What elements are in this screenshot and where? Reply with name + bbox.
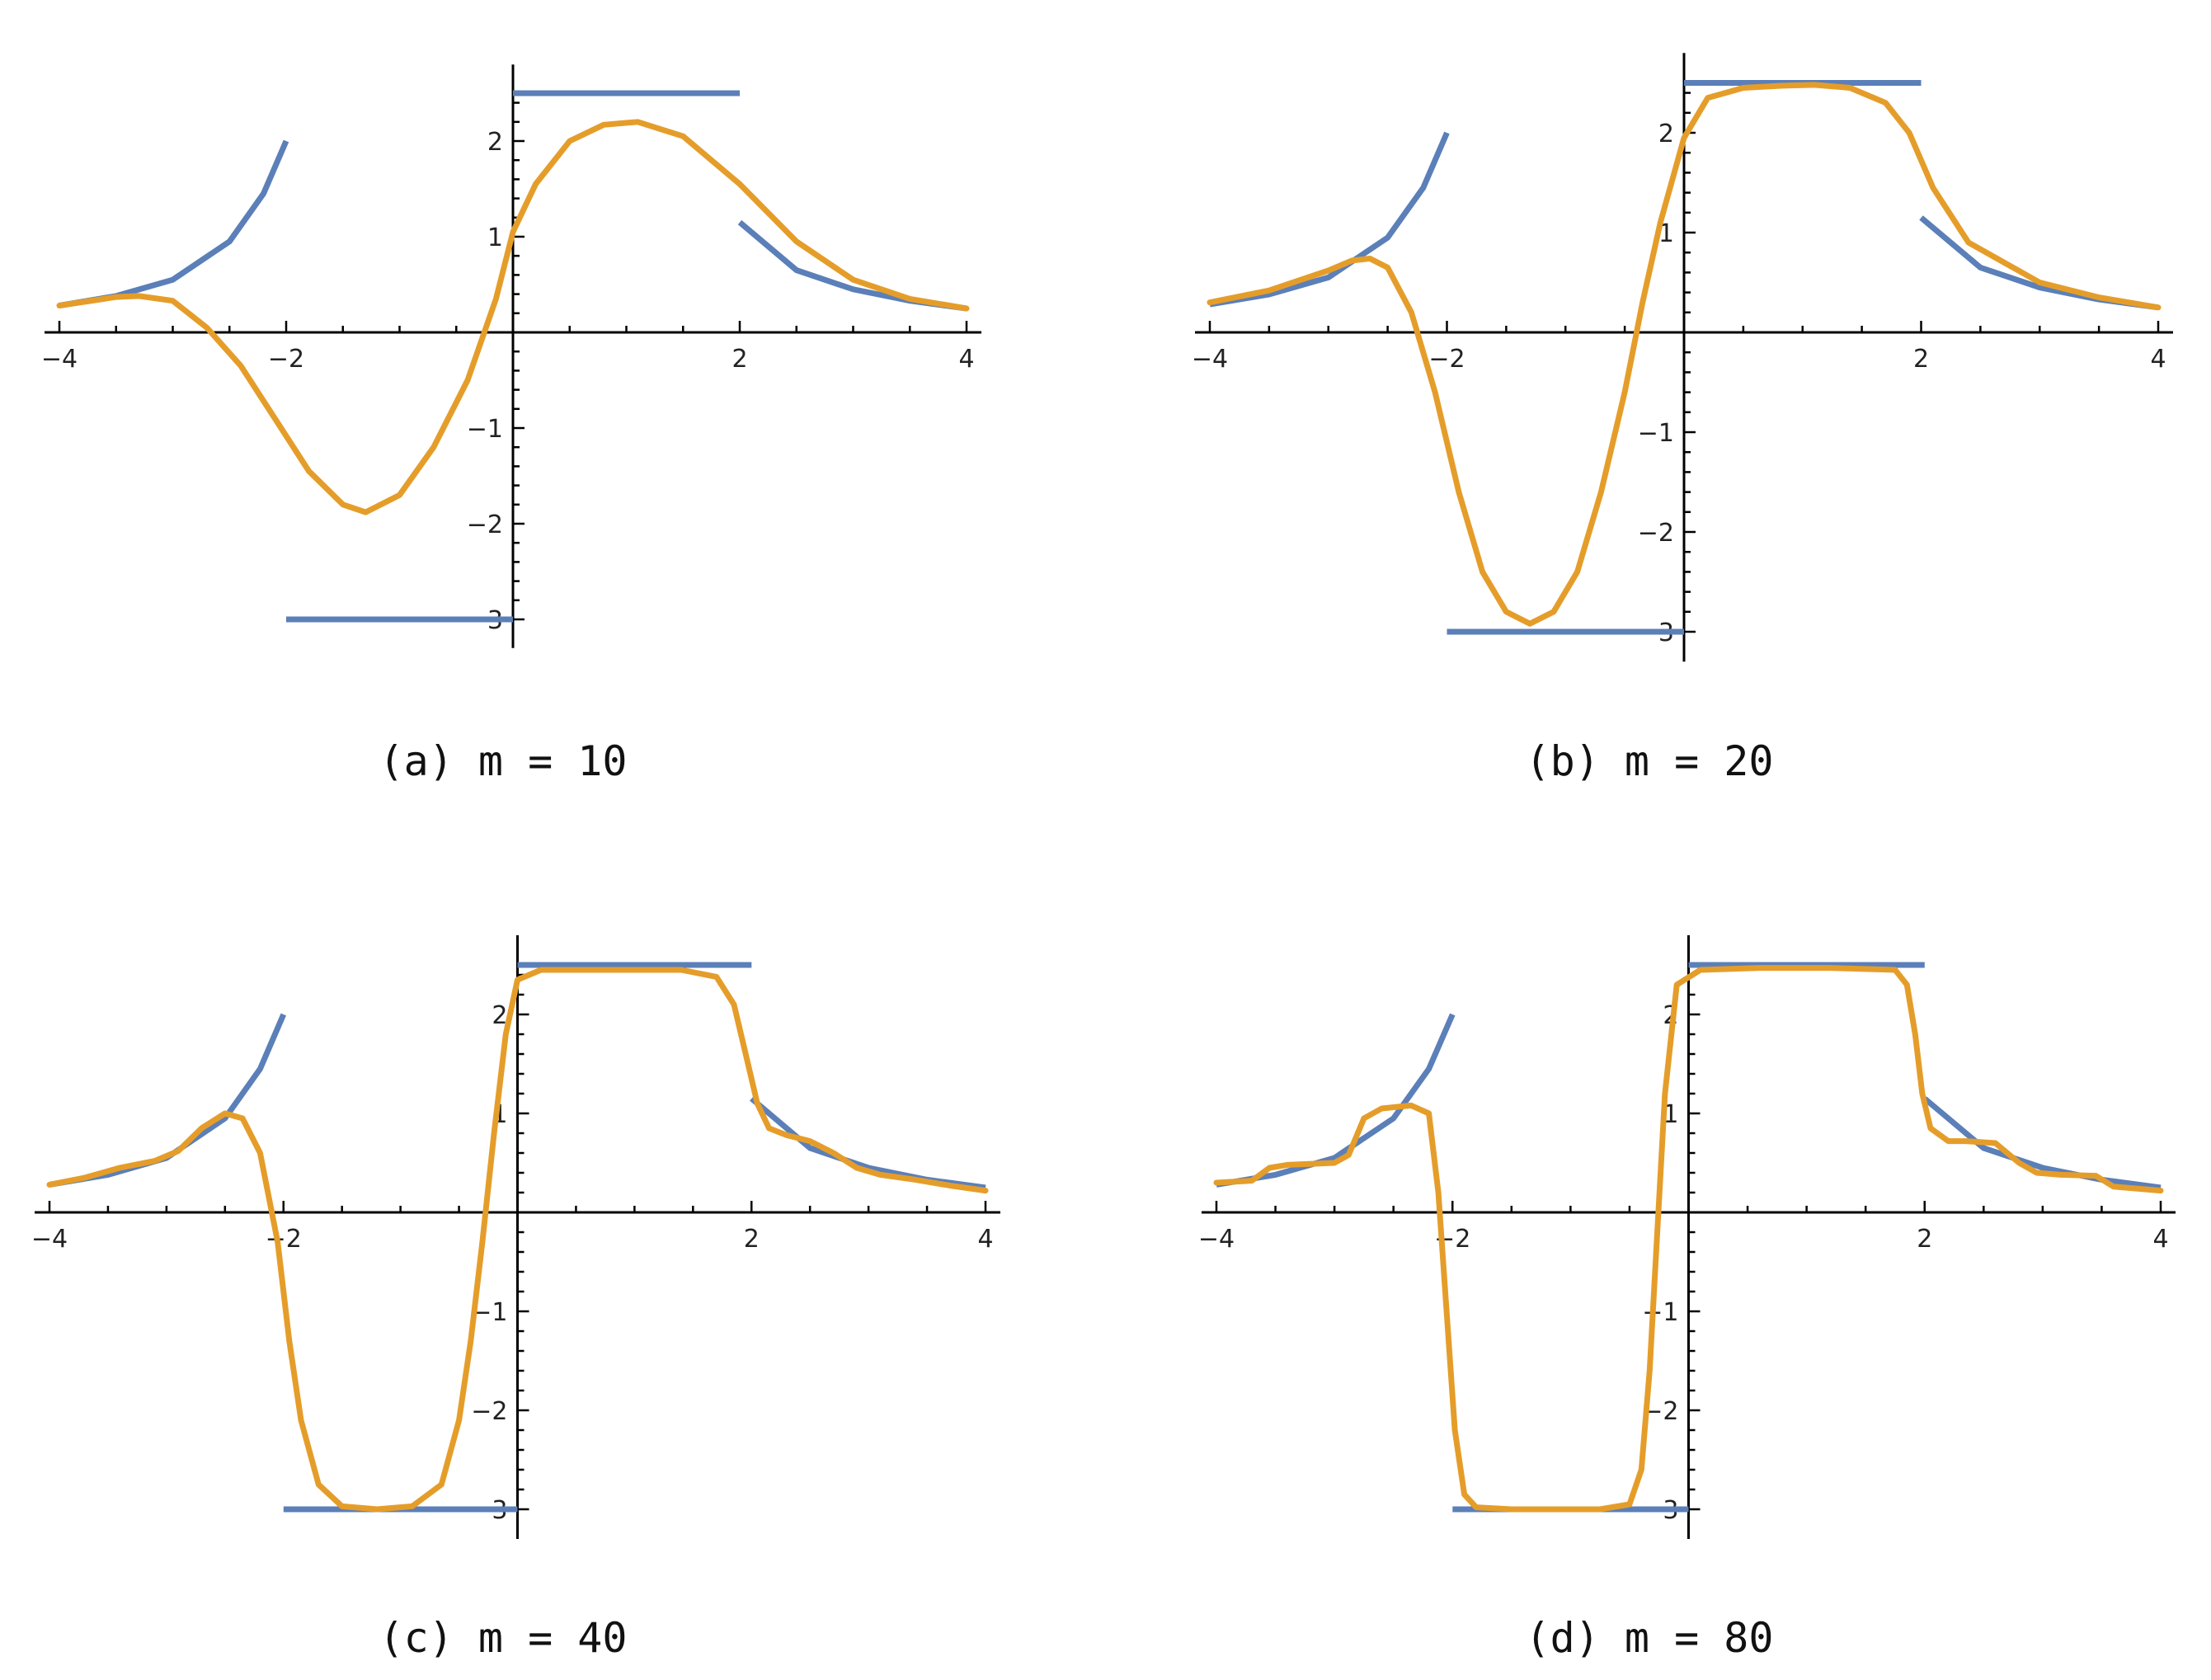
panel-c: −4 −2 2 4−3−2−112 [31, 935, 1000, 1539]
reference-curve-c-0 [49, 1013, 287, 1188]
x-tick-label-d: 2 [1917, 1225, 1932, 1254]
x-tick-label-b: −2 [1428, 345, 1465, 374]
reference-curve-b-0 [1209, 131, 1450, 308]
approximation-curve-c-0 [46, 967, 989, 1513]
x-tick-label-d: −4 [1198, 1225, 1235, 1254]
reference-curve-d-0 [1216, 1013, 1456, 1188]
y-tick-label-a: −2 [467, 511, 503, 539]
caption-a: (a) m = 10 [379, 737, 627, 785]
reference-curve-d-3 [1922, 1096, 2162, 1191]
panel-a: −4 −2 2 4−3−2−112 [41, 64, 981, 648]
x-tick-label-d: 4 [2152, 1225, 2168, 1254]
approximation-curve-a-0 [56, 119, 970, 515]
panel-d: −4 −2 2 4−3−2−112 [1198, 935, 2176, 1539]
y-tick-label-a: 2 [487, 128, 503, 157]
x-tick-label-c: 2 [744, 1225, 760, 1254]
y-tick-label-d: −1 [1642, 1298, 1678, 1327]
caption-b: (b) m = 20 [1525, 737, 1773, 785]
y-tick-label-a: −1 [467, 415, 503, 444]
approximation-curve-d-0 [1213, 965, 2164, 1513]
x-tick-label-c: −4 [31, 1225, 68, 1254]
reference-curve-a-3 [737, 219, 967, 312]
x-tick-label-c: −2 [266, 1225, 302, 1254]
x-tick-label-a: 2 [732, 345, 747, 374]
x-tick-label-a: 4 [958, 345, 974, 374]
reference-curve-b-3 [1919, 215, 2159, 311]
y-tick-label-c: −2 [471, 1397, 507, 1426]
y-tick-label-b: 2 [1658, 120, 1674, 148]
x-tick-label-b: 4 [2150, 345, 2166, 374]
x-tick-label-a: −2 [268, 345, 304, 374]
caption-c: (c) m = 40 [379, 1614, 627, 1662]
x-tick-label-c: 4 [977, 1225, 993, 1254]
panel-b: −4 −2 2 4−3−2−112 [1192, 53, 2173, 662]
caption-d: (d) m = 80 [1525, 1614, 1773, 1662]
reference-curve-a-0 [59, 139, 289, 308]
y-tick-label-b: −2 [1638, 519, 1674, 548]
x-tick-label-b: 2 [1913, 345, 1929, 374]
x-tick-label-a: −4 [41, 345, 78, 374]
approximation-curve-b-0 [1207, 82, 2162, 627]
y-tick-label-b: −1 [1638, 419, 1674, 448]
y-tick-label-a: 1 [487, 224, 503, 252]
y-tick-label-c: 2 [492, 1001, 507, 1030]
x-tick-label-b: −4 [1192, 345, 1228, 374]
